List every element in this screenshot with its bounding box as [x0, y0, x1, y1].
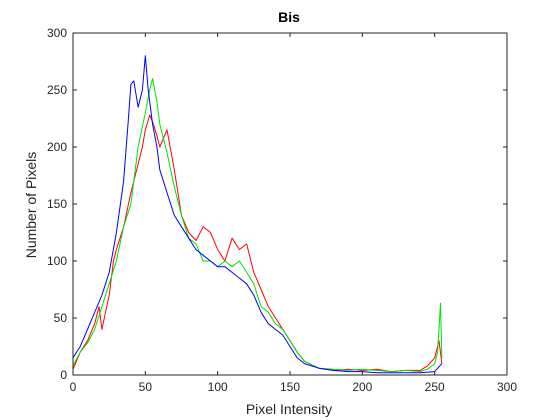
x-tick-label: 150 — [280, 380, 300, 394]
x-tick-label: 300 — [497, 380, 517, 394]
x-tick-label: 50 — [139, 380, 153, 394]
y-tick-label: 50 — [54, 311, 68, 325]
y-tick-label: 100 — [47, 254, 67, 268]
chart-title: Bis — [278, 9, 300, 25]
y-tick-label: 0 — [60, 368, 67, 382]
y-axis-label: Number of Pixels — [23, 152, 39, 259]
x-tick-label: 200 — [352, 380, 372, 394]
y-tick-label: 300 — [47, 26, 67, 40]
x-tick-label: 250 — [425, 380, 445, 394]
blue-series-line — [72, 55, 443, 374]
series-layer — [72, 55, 443, 374]
y-tick-label: 200 — [47, 140, 67, 154]
y-tick-label: 150 — [47, 197, 67, 211]
green-series-line — [72, 78, 443, 373]
x-tick-label: 100 — [208, 380, 228, 394]
x-tick-label: 0 — [70, 380, 77, 394]
ticks-layer: 0 50 100 150 200 250 300 0 50 100 150 200 250 300 — [47, 26, 517, 394]
y-tick-label: 250 — [47, 83, 67, 97]
x-axis-label: Pixel Intensity — [246, 401, 332, 417]
red-series-line — [72, 114, 443, 373]
